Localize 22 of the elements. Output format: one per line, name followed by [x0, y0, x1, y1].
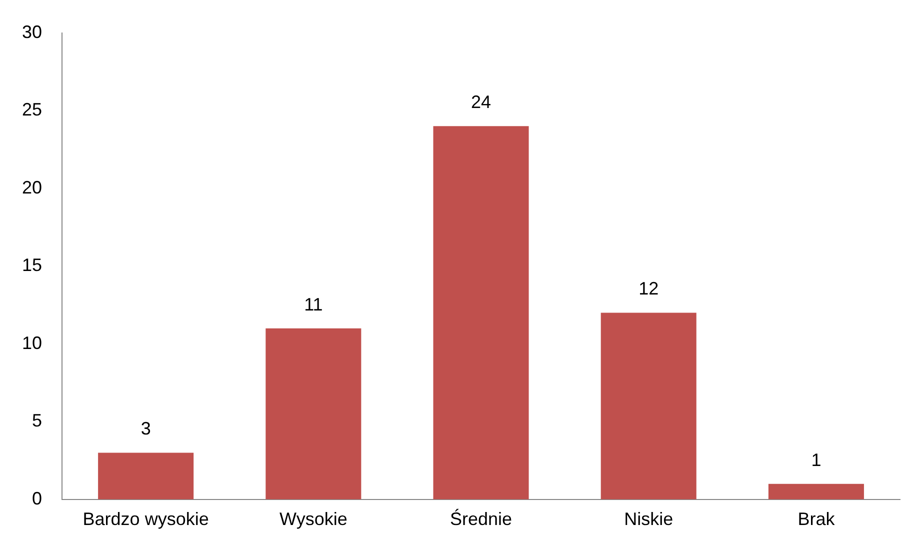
y-tick-label: 20 [22, 177, 42, 198]
bar [98, 452, 194, 500]
y-tick-label: 5 [32, 410, 42, 431]
data-label: 3 [140, 418, 151, 439]
y-tick-label: 0 [32, 488, 42, 508]
bar [600, 312, 696, 500]
y-tick-label: 30 [22, 22, 42, 42]
data-label: 12 [638, 278, 659, 299]
bar [768, 484, 864, 500]
y-tick-label: 15 [22, 255, 42, 276]
x-tick-label: Średnie [450, 508, 512, 530]
x-tick-label: Wysokie [279, 509, 348, 530]
data-label: 1 [811, 450, 822, 470]
bar [433, 126, 529, 500]
bar [266, 328, 362, 500]
y-tick-label: 10 [22, 332, 42, 353]
x-tick-label: Bardzo wysokie [82, 509, 209, 530]
x-tick-label: Brak [798, 509, 836, 530]
x-tick-label: Niskie [624, 509, 674, 530]
data-label: 24 [470, 92, 492, 112]
data-label: 11 [304, 294, 323, 314]
y-tick-label: 25 [22, 100, 42, 120]
